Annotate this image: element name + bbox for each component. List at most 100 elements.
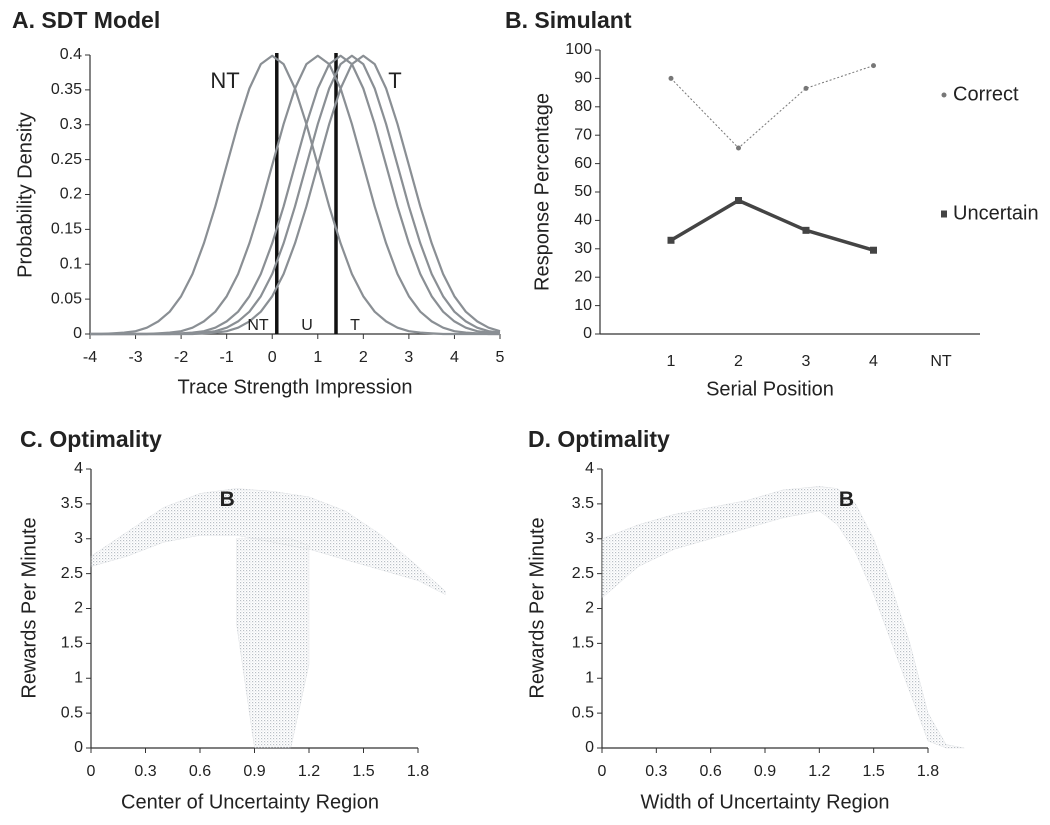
point-marker bbox=[802, 226, 810, 234]
x-axis-label: Serial Position bbox=[706, 378, 834, 400]
y-tick-label: 0.5 bbox=[61, 704, 83, 721]
series-line bbox=[90, 54, 501, 336]
x-tick-label: -2 bbox=[174, 349, 188, 366]
annotation: T bbox=[388, 68, 401, 93]
point-cloud bbox=[601, 486, 965, 749]
point-cloud bbox=[90, 488, 446, 595]
y-axis-label: Response Percentage bbox=[531, 93, 553, 291]
y-tick-label: 90 bbox=[574, 70, 592, 87]
series-line bbox=[670, 65, 874, 149]
point-cloud bbox=[236, 538, 310, 749]
point-marker bbox=[736, 145, 741, 151]
annotation: NT bbox=[247, 317, 269, 334]
legend-label: Uncertain bbox=[953, 202, 1039, 224]
y-tick-label: 40 bbox=[574, 212, 592, 229]
point-marker bbox=[668, 75, 674, 81]
y-tick-label: 0.15 bbox=[51, 221, 82, 238]
x-tick-label: 0 bbox=[268, 349, 277, 366]
x-tick-label: 0 bbox=[598, 763, 607, 780]
point-marker bbox=[667, 236, 675, 244]
panel-title: A. SDT Model bbox=[12, 7, 160, 33]
annotation: NT bbox=[210, 68, 239, 93]
y-tick-label: 3 bbox=[74, 530, 83, 547]
y-tick-label: 1.5 bbox=[572, 635, 594, 652]
x-tick-label: 0.9 bbox=[754, 763, 776, 780]
y-tick-label: 0 bbox=[73, 325, 82, 342]
x-tick-label: NT bbox=[930, 353, 952, 370]
y-tick-label: 0.35 bbox=[51, 81, 82, 98]
x-tick-label: 1 bbox=[313, 349, 322, 366]
x-tick-label: -3 bbox=[128, 349, 142, 366]
series-line bbox=[90, 54, 500, 336]
y-tick-label: 0.4 bbox=[60, 46, 82, 63]
x-tick-label: 0.6 bbox=[700, 763, 722, 780]
annotation: B bbox=[220, 488, 235, 511]
x-tick-label: 0.9 bbox=[243, 763, 265, 780]
x-tick-label: -4 bbox=[83, 349, 97, 366]
y-tick-label: 2 bbox=[74, 600, 83, 617]
y-tick-label: 1 bbox=[585, 669, 594, 686]
x-tick-label: 4 bbox=[450, 349, 459, 366]
y-tick-label: 60 bbox=[574, 155, 592, 172]
y-tick-label: 20 bbox=[574, 268, 592, 285]
legend-label: Correct bbox=[953, 83, 1019, 105]
series-line bbox=[90, 54, 500, 336]
annotation: U bbox=[301, 317, 313, 334]
point-marker bbox=[735, 197, 742, 205]
y-tick-label: 0 bbox=[74, 739, 83, 756]
point-marker bbox=[871, 63, 876, 69]
x-tick-label: 0.3 bbox=[645, 763, 667, 780]
x-tick-label: 3 bbox=[404, 349, 413, 366]
x-tick-label: 0.6 bbox=[189, 763, 211, 780]
x-axis-label: Center of Uncertainty Region bbox=[121, 791, 379, 813]
point-marker bbox=[870, 246, 877, 254]
y-tick-label: 3.5 bbox=[61, 495, 83, 512]
y-tick-label: 1 bbox=[74, 669, 83, 686]
x-tick-label: 1.5 bbox=[352, 763, 374, 780]
y-tick-label: 50 bbox=[574, 183, 592, 200]
y-tick-label: 0.25 bbox=[51, 151, 82, 168]
y-axis-label: Rewards Per Minute bbox=[526, 517, 548, 698]
y-tick-label: 4 bbox=[74, 460, 83, 477]
x-tick-label: 4 bbox=[869, 353, 878, 370]
x-tick-label: 1.2 bbox=[808, 763, 830, 780]
y-tick-label: 4 bbox=[585, 460, 594, 477]
y-tick-label: 2 bbox=[585, 600, 594, 617]
panel-title: C. Optimality bbox=[20, 426, 162, 452]
y-tick-label: 1.5 bbox=[61, 635, 83, 652]
y-tick-label: 0 bbox=[583, 325, 592, 342]
y-tick-label: 0.05 bbox=[51, 290, 82, 307]
y-tick-label: 70 bbox=[574, 126, 592, 143]
y-tick-label: 3 bbox=[585, 530, 594, 547]
x-tick-label: 1 bbox=[667, 353, 676, 370]
y-tick-label: 80 bbox=[574, 98, 592, 115]
x-tick-label: 1.8 bbox=[407, 763, 429, 780]
x-tick-label: 0.3 bbox=[134, 763, 156, 780]
x-tick-label: 1.8 bbox=[917, 763, 939, 780]
series-line bbox=[90, 54, 501, 336]
x-tick-label: 1.2 bbox=[298, 763, 320, 780]
y-tick-label: 0.3 bbox=[60, 116, 82, 133]
legend-marker bbox=[941, 210, 947, 218]
y-axis-label: Probability Density bbox=[14, 112, 36, 278]
annotation: B bbox=[839, 488, 854, 511]
x-tick-label: 5 bbox=[496, 349, 505, 366]
x-tick-label: 1.5 bbox=[863, 763, 885, 780]
y-tick-label: 2.5 bbox=[572, 565, 594, 582]
panel-title: D. Optimality bbox=[528, 426, 670, 452]
y-tick-label: 30 bbox=[574, 240, 592, 257]
y-tick-label: 10 bbox=[574, 297, 592, 314]
y-tick-label: 0.1 bbox=[60, 255, 82, 272]
annotation: T bbox=[350, 317, 360, 334]
point-marker bbox=[803, 85, 809, 91]
x-tick-label: 2 bbox=[359, 349, 368, 366]
x-tick-label: -1 bbox=[220, 349, 234, 366]
x-tick-label: 3 bbox=[802, 353, 811, 370]
x-axis-label: Width of Uncertainty Region bbox=[640, 791, 889, 813]
x-tick-label: 0 bbox=[87, 763, 96, 780]
series-line bbox=[670, 198, 874, 252]
y-tick-label: 3.5 bbox=[572, 495, 594, 512]
x-tick-label: 2 bbox=[734, 353, 743, 370]
